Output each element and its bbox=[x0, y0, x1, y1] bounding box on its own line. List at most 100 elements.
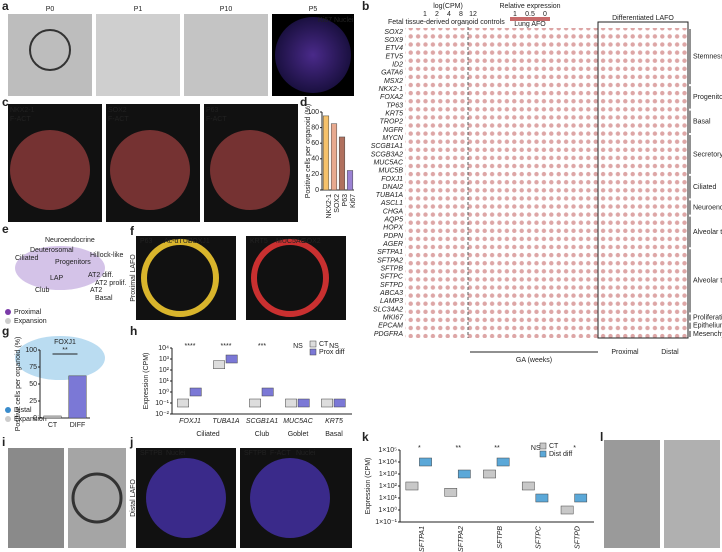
label: 2 bbox=[435, 11, 439, 18]
x-tick-label: Ki67 bbox=[350, 194, 357, 208]
label: P63 bbox=[206, 107, 219, 114]
category-label: Alveolar type 2 bbox=[693, 278, 722, 285]
panel-letter: f bbox=[130, 224, 135, 238]
bar bbox=[322, 115, 330, 191]
box bbox=[213, 360, 225, 370]
label: 4 bbox=[447, 11, 451, 18]
significance: **** bbox=[221, 343, 232, 350]
label: 0.5 bbox=[525, 11, 535, 18]
gene-label: MKI67 bbox=[383, 314, 404, 321]
panel-letter: j bbox=[129, 435, 133, 449]
gene-label: SFTPC bbox=[380, 274, 404, 281]
panel-letter: b bbox=[362, 0, 369, 13]
box bbox=[177, 398, 189, 408]
category-label: Mesenchymal bbox=[693, 331, 722, 338]
label: Basal bbox=[95, 295, 113, 302]
label: 1 bbox=[513, 11, 517, 18]
organoid bbox=[250, 458, 330, 538]
label: AT2 prolif. bbox=[95, 280, 126, 287]
y-tick-label: 1×10⁵ bbox=[378, 447, 397, 454]
gene-label: TUBA1A bbox=[376, 192, 404, 199]
y-tick-label: 10³ bbox=[159, 356, 170, 363]
image bbox=[604, 440, 660, 548]
x-tick-label: TUBA1A bbox=[212, 418, 240, 425]
image bbox=[8, 448, 64, 548]
axis-label: Expression (CPM) bbox=[365, 458, 372, 515]
label: MUC5AC bbox=[276, 238, 306, 245]
gene-label: ABCA3 bbox=[379, 290, 403, 297]
image bbox=[68, 448, 126, 548]
gene-label: MUC5B bbox=[378, 168, 403, 175]
box bbox=[333, 398, 346, 408]
box bbox=[574, 493, 588, 503]
legend-swatch bbox=[5, 407, 11, 413]
legend-swatch bbox=[5, 318, 11, 324]
y-tick-label: 1×10⁴ bbox=[378, 459, 397, 466]
label: P5 bbox=[309, 6, 318, 13]
label: P1 bbox=[134, 6, 143, 13]
label: Nuclei bbox=[334, 17, 354, 24]
chart-title: FOXJ1 bbox=[54, 339, 76, 346]
label: Relative expression bbox=[499, 3, 560, 10]
y-tick-label: 50 bbox=[29, 381, 37, 388]
gene-label: MUC5AC bbox=[373, 159, 404, 166]
category-label: Neuroendocrine bbox=[693, 204, 722, 211]
image bbox=[664, 440, 720, 548]
bar bbox=[43, 415, 62, 419]
gene-label: HOPX bbox=[383, 225, 403, 232]
y-tick-label: 100 bbox=[307, 109, 319, 116]
y-tick-label: 20 bbox=[311, 171, 319, 178]
box bbox=[297, 398, 310, 408]
gene-label: NGFR bbox=[383, 127, 403, 134]
y-tick-label: 1×10³ bbox=[379, 471, 398, 478]
y-tick-label: 0 bbox=[33, 415, 37, 422]
legend-label: CT bbox=[549, 443, 559, 450]
box bbox=[457, 469, 471, 479]
label: Neuroendocrine bbox=[45, 237, 95, 244]
y-tick-label: 1×10⁻¹ bbox=[375, 519, 397, 526]
label: GA (weeks) bbox=[516, 357, 552, 364]
dot-plot bbox=[405, 28, 688, 338]
x-tick-label: MUC5AC bbox=[283, 418, 314, 425]
legend-label: Dist diff bbox=[549, 451, 572, 458]
y-tick-label: 10⁴ bbox=[158, 345, 169, 352]
label: Proximal bbox=[611, 349, 639, 356]
box bbox=[189, 387, 202, 397]
box bbox=[483, 469, 496, 479]
label: F-ACT bbox=[206, 116, 227, 123]
gene-label: PDPN bbox=[384, 233, 404, 240]
category-label: Alveolar type 1 bbox=[693, 229, 722, 236]
label: Proximal bbox=[14, 309, 42, 316]
label: Deuterosomal bbox=[30, 247, 74, 254]
gene-label: SFTPB bbox=[380, 266, 403, 273]
legend-swatch bbox=[309, 348, 317, 356]
y-tick-label: 10⁰ bbox=[158, 388, 169, 396]
gene-label: SFTPD bbox=[380, 282, 403, 289]
gene-label: SLC34A2 bbox=[373, 306, 403, 313]
label: 12 bbox=[469, 11, 477, 18]
significance: ** bbox=[62, 347, 68, 354]
gene-label: ETV4 bbox=[385, 45, 403, 52]
gene-label: DNAI2 bbox=[382, 184, 403, 191]
x-tick-label: P63 bbox=[342, 194, 349, 207]
label: AT2 diff. bbox=[88, 272, 113, 279]
box bbox=[321, 398, 333, 408]
label: P63 bbox=[140, 238, 153, 245]
box bbox=[225, 354, 238, 364]
category-label: Epithelium bbox=[693, 323, 722, 330]
gene-label: SCGB3A2 bbox=[371, 151, 403, 158]
category-label: Proliferation bbox=[693, 314, 722, 321]
panel-letter: i bbox=[2, 435, 5, 449]
label: F-ACT bbox=[270, 450, 291, 457]
significance: * bbox=[418, 445, 421, 452]
bar bbox=[346, 170, 354, 191]
gene-label: ASCL1 bbox=[380, 200, 403, 207]
significance: NS bbox=[293, 343, 303, 350]
umap bbox=[15, 336, 105, 380]
y-tick-label: 1×10⁰ bbox=[378, 506, 397, 514]
y-tick-label: 1×10² bbox=[379, 483, 398, 490]
significance: *** bbox=[258, 343, 266, 350]
gene-label: ID2 bbox=[392, 62, 403, 69]
bar bbox=[68, 375, 87, 419]
